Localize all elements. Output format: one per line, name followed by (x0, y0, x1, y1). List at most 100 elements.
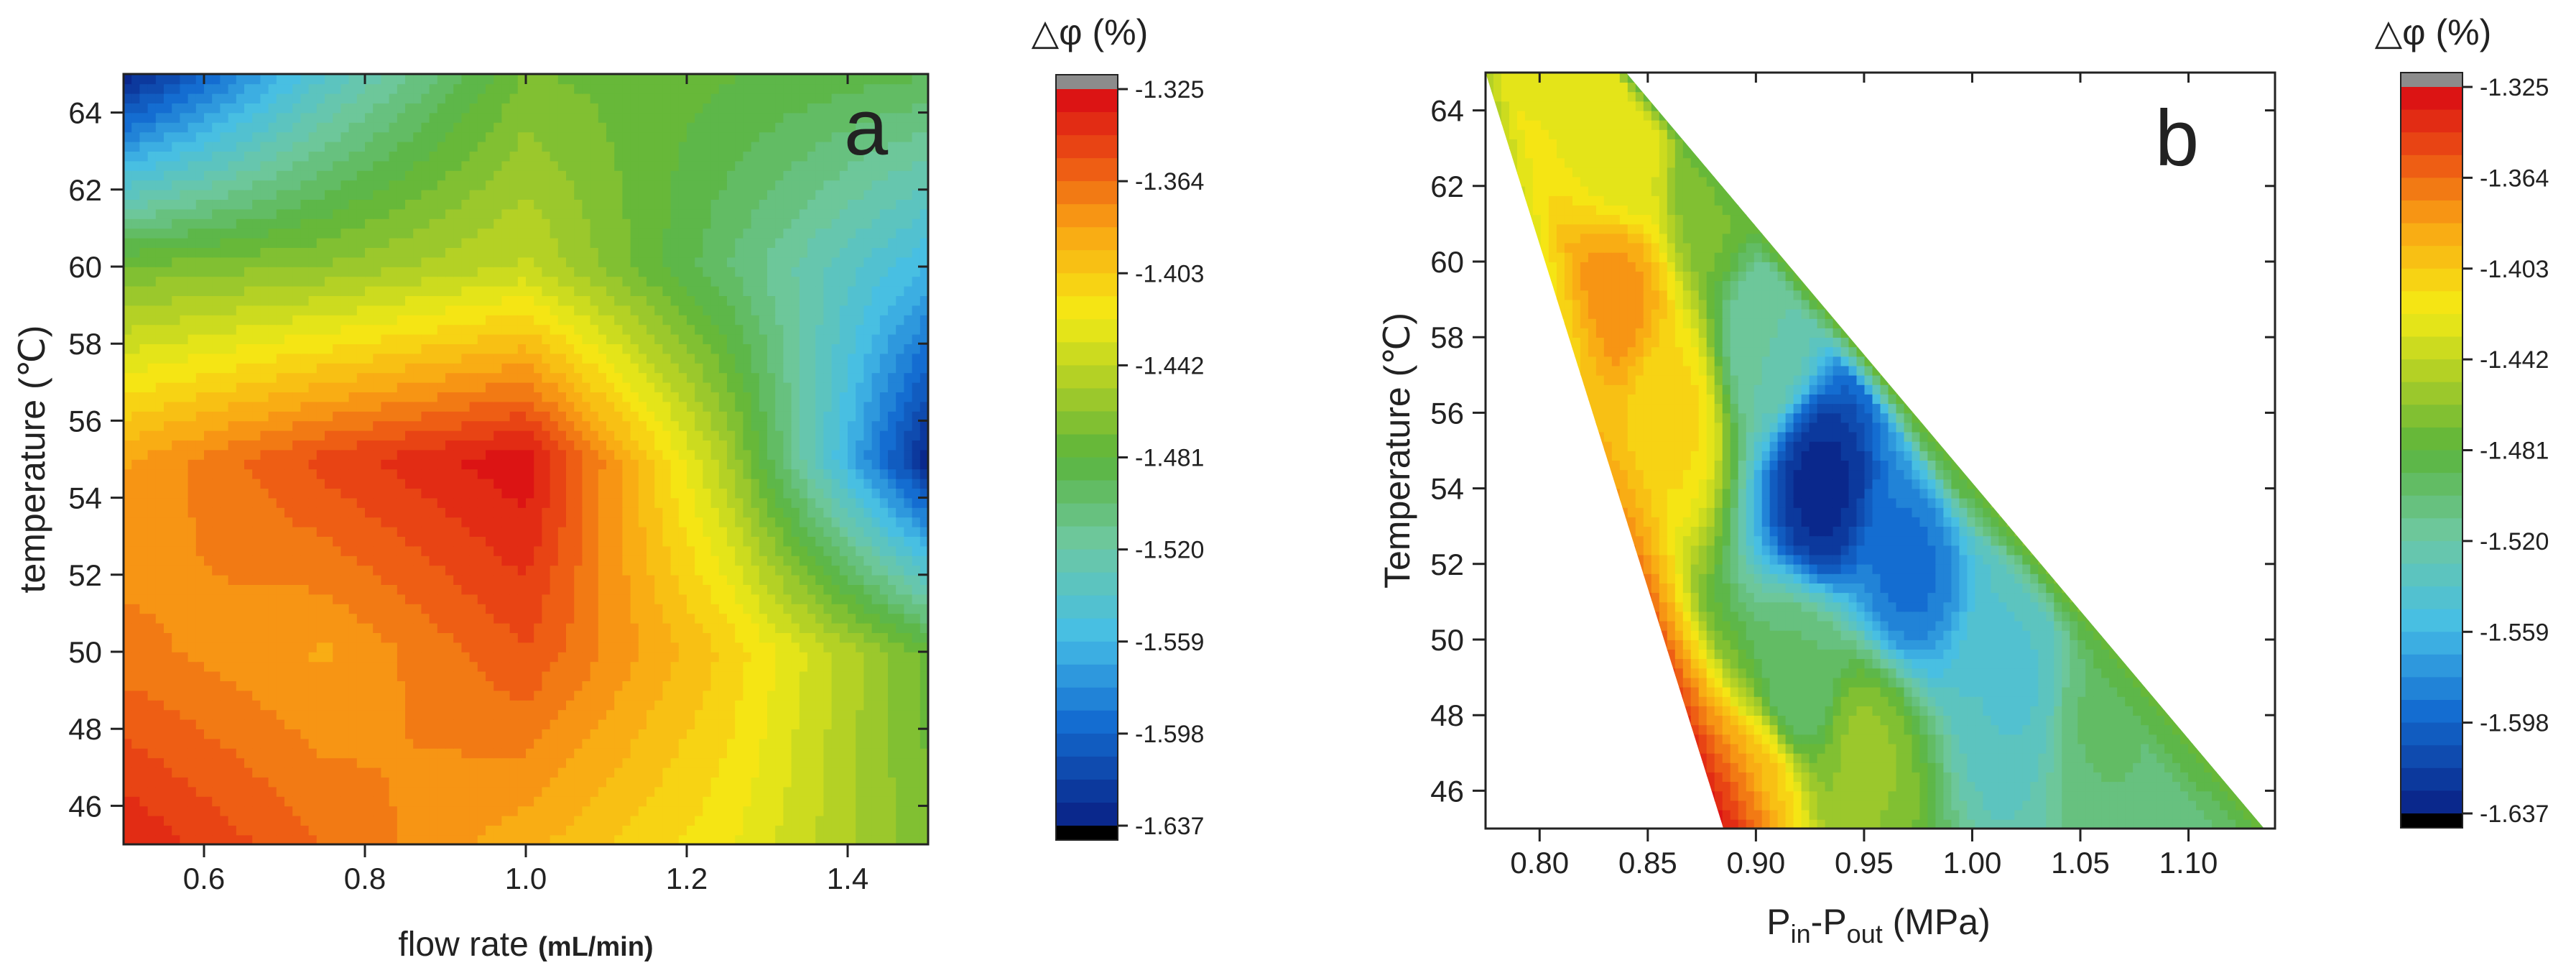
contour-cell (727, 363, 736, 374)
contour-cell (630, 786, 639, 797)
contour-cell (131, 825, 141, 836)
contour-cell (316, 584, 325, 595)
contour-cell (534, 642, 543, 652)
contour-cell (863, 681, 873, 691)
contour-cell (912, 661, 921, 672)
contour-cell (598, 825, 607, 836)
contour-cell (284, 786, 293, 797)
contour-cell (268, 661, 277, 672)
contour-cell (187, 430, 197, 440)
contour-cell (863, 670, 873, 681)
contour-cell (710, 815, 720, 826)
contour-cell (316, 372, 325, 383)
contour-cell (469, 825, 478, 836)
contour-cell (557, 469, 567, 479)
contour-cell (718, 748, 728, 759)
contour-cell (703, 430, 712, 440)
contour-cell (888, 545, 896, 556)
contour-cell (574, 777, 583, 788)
contour-cell (333, 545, 342, 556)
contour-cell (735, 584, 744, 595)
contour-cell (244, 604, 253, 614)
contour-cell (405, 478, 414, 489)
contour-cell (139, 796, 149, 807)
contour-cell (268, 796, 277, 807)
contour-cell (389, 584, 398, 595)
contour-cell (751, 652, 760, 663)
contour-cell (896, 545, 905, 556)
contour-cell (397, 497, 406, 508)
contour-cell (647, 622, 655, 633)
contour-cell (703, 681, 712, 691)
contour-cell (187, 690, 197, 701)
contour-cell (195, 594, 205, 604)
contour-cell (437, 507, 446, 518)
contour-cell (751, 555, 760, 566)
contour-cell (863, 825, 873, 836)
contour-cell (614, 670, 624, 681)
contour-cell (413, 661, 422, 672)
contour-cell (759, 565, 768, 576)
contour-cell (606, 613, 615, 624)
contour-cell (477, 815, 486, 826)
contour-cell (566, 670, 575, 681)
contour-cell (348, 690, 358, 701)
contour-cell (871, 670, 881, 681)
contour-cell (687, 565, 695, 576)
contour-cell (871, 748, 881, 759)
contour-cell (316, 719, 325, 729)
contour-cell (678, 469, 687, 479)
contour-cell (180, 363, 189, 374)
contour-cell (831, 517, 840, 527)
contour-cell (389, 488, 398, 499)
contour-cell (590, 690, 599, 701)
contour-cell (557, 497, 567, 508)
contour-cell (598, 507, 607, 518)
contour-cell (557, 661, 567, 672)
contour-cell (268, 709, 277, 720)
contour-cell (220, 401, 229, 412)
contour-cell (534, 709, 543, 720)
contour-cell (325, 729, 333, 739)
contour-cell (598, 700, 607, 711)
contour-cell (381, 526, 390, 537)
contour-cell (727, 584, 736, 595)
contour-cell (195, 632, 205, 643)
contour-cell (155, 372, 165, 383)
contour-cell (300, 777, 310, 788)
contour-cell (566, 574, 575, 585)
contour-cell (606, 372, 615, 383)
contour-cell (735, 834, 744, 844)
contour-cell (212, 690, 221, 701)
contour-cell (381, 517, 390, 527)
contour-cell (598, 565, 607, 576)
contour-cell (284, 632, 293, 643)
contour-cell (155, 815, 165, 826)
contour-cell (316, 469, 325, 479)
contour-cell (236, 401, 245, 412)
contour-cell (308, 440, 318, 451)
contour-cell (397, 777, 406, 788)
contour-cell (236, 652, 245, 663)
contour-cell (316, 757, 325, 768)
contour-cell (542, 709, 551, 720)
contour-cell (292, 738, 302, 749)
contour-cell (775, 411, 784, 422)
contour-cell (308, 565, 318, 576)
contour-cell (904, 555, 913, 566)
contour-cell (131, 632, 141, 643)
contour-cell (260, 700, 269, 711)
contour-cell (348, 709, 358, 720)
contour-cell (325, 545, 333, 556)
contour-cell (703, 594, 712, 604)
contour-cell (783, 825, 792, 836)
contour-cell (292, 786, 302, 797)
contour-cell (654, 363, 664, 374)
contour-cell (815, 555, 825, 566)
contour-cell (695, 411, 704, 422)
contour-cell (606, 777, 615, 788)
contour-cell (703, 786, 712, 797)
contour-cell (517, 517, 527, 527)
contour-cell (904, 652, 913, 663)
contour-cell (164, 604, 172, 614)
